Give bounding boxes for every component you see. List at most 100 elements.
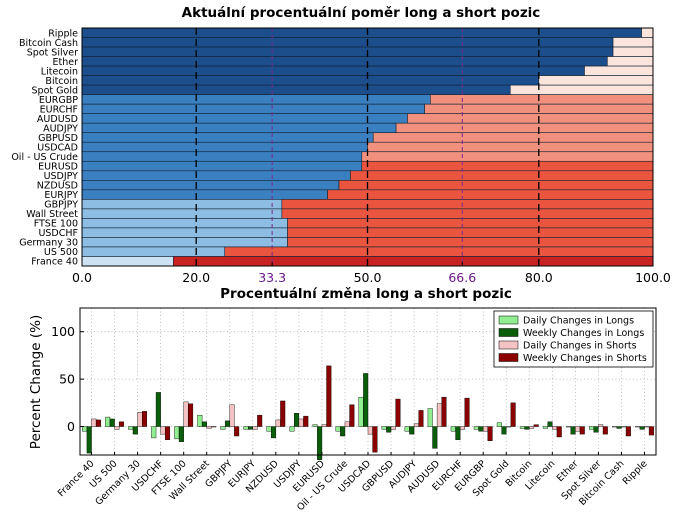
bar-daily-changes-in-shorts-france-40 <box>91 418 97 427</box>
short-bar-audjpy <box>395 122 654 134</box>
bar-weekly-changes-in-shorts-usdcad <box>372 426 378 453</box>
top-x-tick-label: 33.3 <box>258 270 286 285</box>
long-bar-germany-30 <box>81 237 288 248</box>
top-category-label: Bitcoin Cash <box>19 38 78 49</box>
top-x-tick-label: 0.0 <box>72 270 92 285</box>
bar-daily-changes-in-longs-ftse-100 <box>174 426 180 440</box>
long-bar-usdchf <box>81 227 288 238</box>
top-category-label: USDCAD <box>37 143 78 154</box>
top-category-label: USDJPY <box>44 171 79 182</box>
top-category-label: GBPJPY <box>44 200 78 211</box>
bar-daily-changes-in-shorts-usdjpy <box>298 418 304 427</box>
bar-daily-changes-in-shorts-audjpy <box>413 423 419 427</box>
bottom-chart-title: Procentuální změna long a short pozic <box>220 286 512 302</box>
bar-daily-changes-in-longs-nzdusd <box>266 426 272 432</box>
bar-daily-changes-in-shorts-us-500 <box>114 426 120 430</box>
bar-daily-changes-in-longs-audjpy <box>404 426 410 432</box>
bar-weekly-changes-in-shorts-ripple <box>648 426 654 436</box>
long-bar-eurusd <box>81 160 363 172</box>
long-bar-bitcoin <box>81 75 540 86</box>
short-bar-us-500 <box>224 246 654 257</box>
bar-daily-changes-in-longs-spot-silver <box>589 426 595 430</box>
bar-weekly-changes-in-shorts-bitcoin-cash <box>625 426 631 437</box>
long-bar-spot-silver <box>81 46 614 57</box>
bar-daily-changes-in-longs-eurchf <box>450 426 456 432</box>
short-bar-ether <box>607 56 654 67</box>
top-category-label: Wall Street <box>26 209 78 220</box>
bar-weekly-changes-in-longs-audusd <box>432 426 438 449</box>
bar-daily-changes-in-longs-france-40 <box>82 426 88 432</box>
top-category-label: FTSE 100 <box>34 219 78 230</box>
long-bar-bitcoin-cash <box>81 37 614 48</box>
bar-daily-changes-in-shorts-wall-street <box>206 426 212 429</box>
bar-weekly-changes-in-shorts-eurchf <box>464 397 470 427</box>
long-bar-eurgbp <box>81 94 431 105</box>
short-bar-eurusd <box>361 160 654 172</box>
short-bar-gbpusd <box>372 132 654 143</box>
long-bar-audjpy <box>81 122 397 134</box>
top-category-label: Litecoin <box>41 66 78 77</box>
bar-weekly-changes-in-longs-eurchf <box>455 426 461 441</box>
short-bar-litecoin <box>584 65 654 76</box>
bar-daily-changes-in-longs-usdchf <box>151 426 157 439</box>
bar-daily-changes-in-longs-audusd <box>427 408 433 427</box>
top-category-label: Oil - US Crude <box>11 152 78 163</box>
short-bar-eurjpy <box>327 189 654 200</box>
bar-weekly-changes-in-shorts-oil-us-crude <box>349 404 355 427</box>
bar-daily-changes-in-shorts-oil-us-crude <box>344 421 350 427</box>
short-bar-spot-gold <box>509 84 654 95</box>
long-bar-france-40 <box>81 256 174 267</box>
bar-daily-changes-in-shorts-usdchf <box>160 426 166 435</box>
bar-daily-changes-in-shorts-ripple <box>644 426 650 428</box>
bar-daily-changes-in-shorts-ether <box>575 426 581 432</box>
short-bar-wall-street <box>281 208 654 219</box>
bar-weekly-changes-in-shorts-eurusd <box>326 365 332 427</box>
bar-weekly-changes-in-shorts-spot-silver <box>602 426 608 435</box>
short-bar-usdjpy <box>350 170 654 181</box>
bar-daily-changes-in-shorts-ftse-100 <box>183 401 189 427</box>
bar-weekly-changes-in-longs-litecoin <box>547 421 553 427</box>
bar-daily-changes-in-longs-ether <box>565 426 571 428</box>
bar-weekly-changes-in-longs-spot-silver <box>593 426 599 433</box>
top-category-label: Spot Gold <box>32 85 78 96</box>
short-bar-audusd <box>407 113 654 124</box>
short-bar-spot-silver <box>612 46 654 57</box>
bar-daily-changes-in-shorts-nzdusd <box>275 419 281 427</box>
bar-daily-changes-in-shorts-spot-silver <box>598 424 604 427</box>
bar-weekly-changes-in-longs-ftse-100 <box>178 426 184 442</box>
top-category-label: USDCHF <box>38 228 78 239</box>
legend-label-weekly-changes-in-shorts: Weekly Changes in Shorts <box>523 353 647 364</box>
bar-weekly-changes-in-longs-wall-street <box>201 421 207 427</box>
bar-weekly-changes-in-shorts-gbpusd <box>395 398 401 427</box>
bottom-x-tick-label: Ripple <box>621 458 650 487</box>
top-x-tick-label: 80.0 <box>525 270 553 285</box>
short-bar-usdcad <box>367 141 654 153</box>
long-bar-wall-street <box>81 208 283 219</box>
top-chart-bars <box>81 27 654 267</box>
bar-weekly-changes-in-shorts-eurjpy <box>257 414 263 427</box>
short-bar-bitcoin <box>538 75 654 86</box>
top-category-label: Ether <box>53 57 79 68</box>
bar-weekly-changes-in-longs-eurgbp <box>478 426 484 432</box>
bar-daily-changes-in-longs-eurgbp <box>473 426 479 430</box>
top-category-label: Bitcoin <box>45 76 78 87</box>
long-bar-nzdusd <box>81 180 340 191</box>
long-bar-spot-gold <box>81 84 511 95</box>
bar-weekly-changes-in-longs-france-40 <box>86 426 92 454</box>
bar-weekly-changes-in-longs-audjpy <box>409 426 415 435</box>
long-bar-ether <box>81 56 608 67</box>
top-category-label: AUDJPY <box>43 123 78 134</box>
bar-weekly-changes-in-longs-bitcoin-cash <box>616 426 622 429</box>
bar-daily-changes-in-longs-germany-30 <box>128 426 134 430</box>
top-category-label: NZDUSD <box>37 181 78 192</box>
bar-weekly-changes-in-shorts-gbpjpy <box>234 426 240 437</box>
bar-daily-changes-in-shorts-gbpusd <box>390 426 396 430</box>
bar-daily-changes-in-shorts-germany-30 <box>137 412 143 427</box>
bar-daily-changes-in-longs-ripple <box>635 426 641 428</box>
bar-daily-changes-in-longs-us-500 <box>105 416 111 427</box>
bar-weekly-changes-in-longs-gbpusd <box>386 426 392 433</box>
top-category-label: EURJPY <box>44 190 78 201</box>
long-bar-oil-us-crude <box>81 151 363 162</box>
